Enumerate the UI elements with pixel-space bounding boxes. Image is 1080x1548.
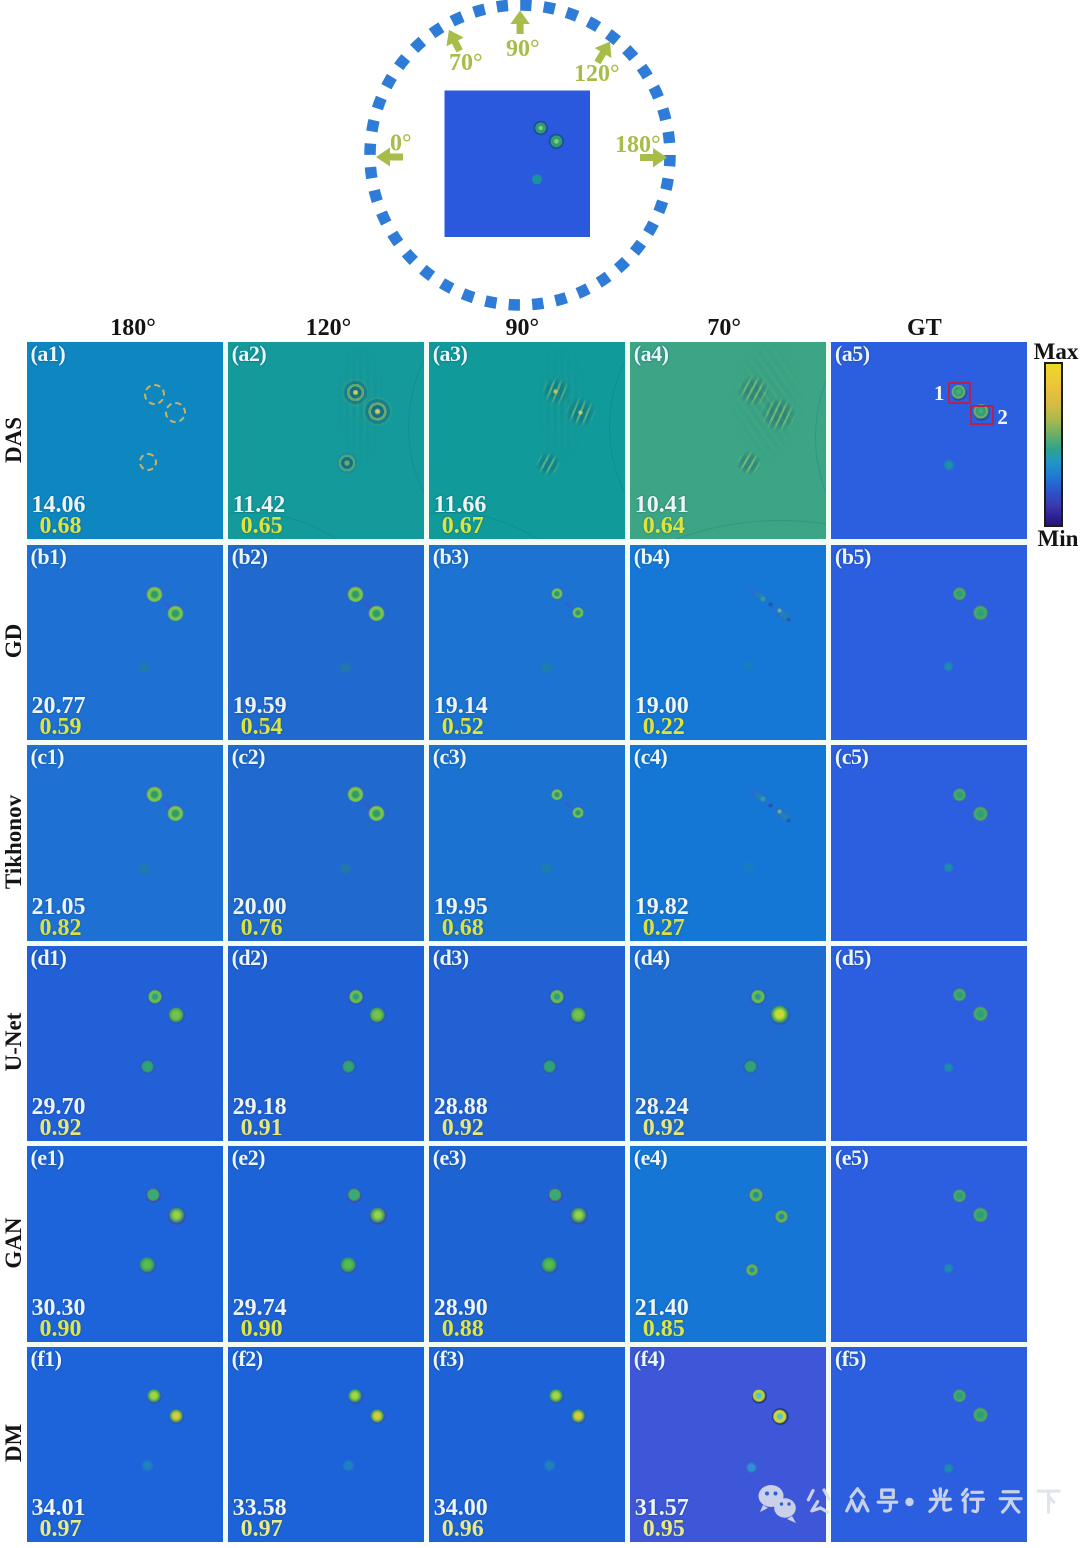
svg-text:90°: 90° [506, 36, 540, 62]
svg-text:120°: 120° [574, 61, 620, 87]
svg-text:70°: 70° [449, 50, 483, 76]
svg-text:180°: 180° [615, 132, 661, 158]
svg-text:0°: 0° [390, 131, 412, 157]
